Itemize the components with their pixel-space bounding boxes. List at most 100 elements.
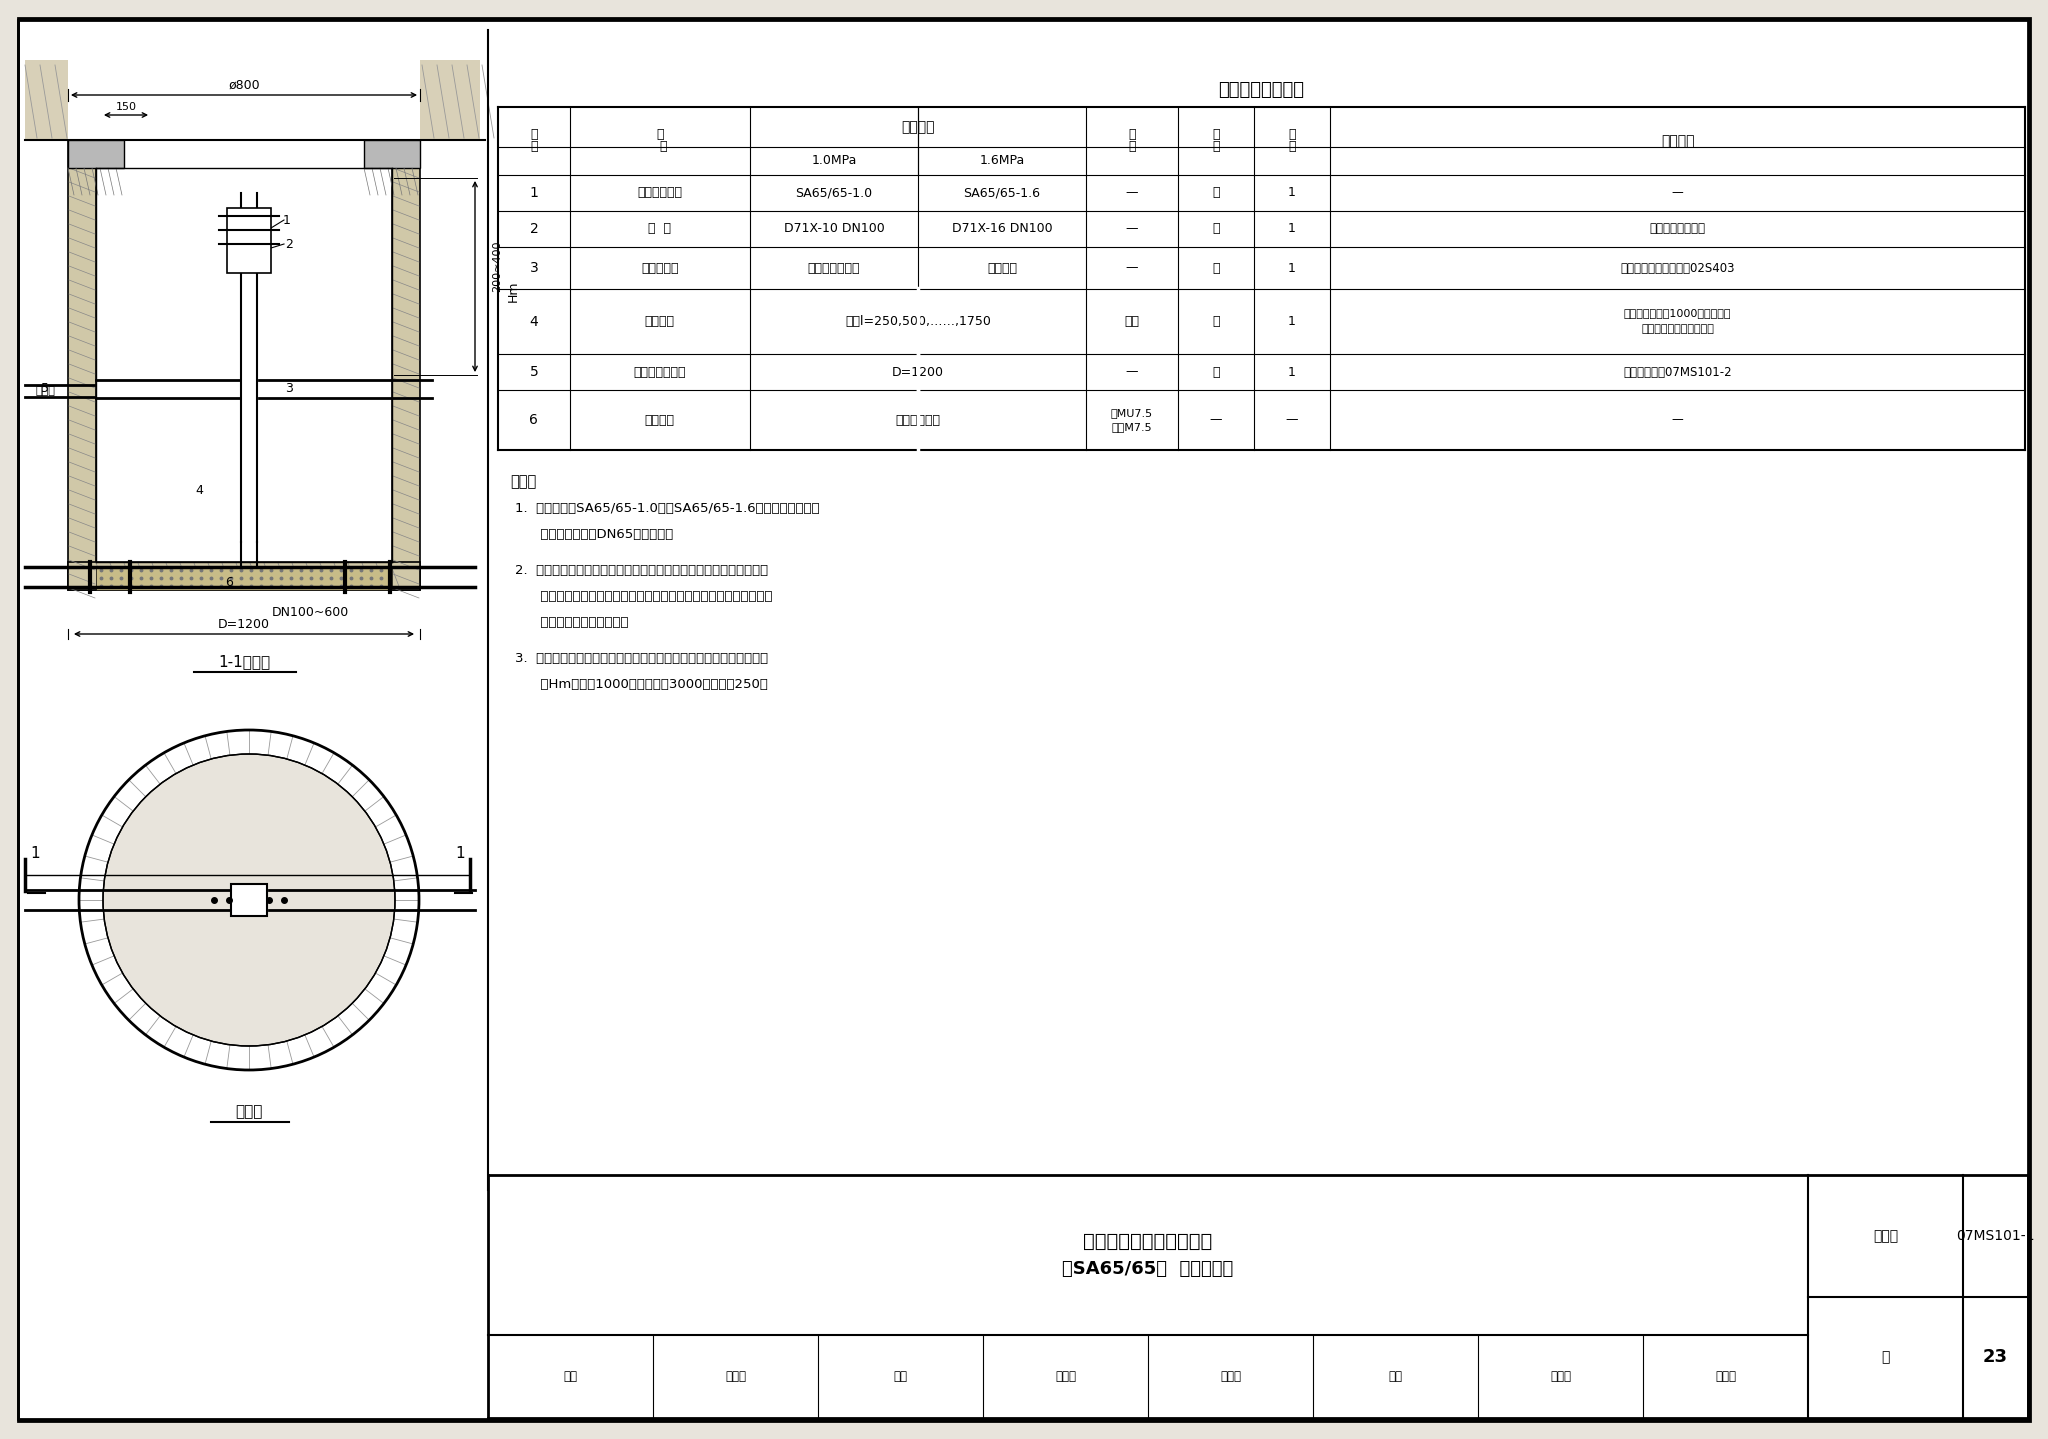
Text: 1: 1 bbox=[1288, 223, 1296, 236]
Text: D71X-10 DN100: D71X-10 DN100 bbox=[784, 223, 885, 236]
Bar bbox=[68, 563, 420, 590]
Text: ø800: ø800 bbox=[227, 79, 260, 92]
Text: 圆形立式闸阀井: 圆形立式闸阀井 bbox=[633, 366, 686, 378]
Text: 备　　注: 备 注 bbox=[1661, 134, 1694, 148]
Text: 铸铁或钙制三通: 铸铁或钙制三通 bbox=[807, 262, 860, 275]
Text: 度Hm可以从1000逐档加高到3000，每档为250。: 度Hm可以从1000逐档加高到3000，每档为250。 bbox=[514, 678, 768, 691]
Bar bbox=[96, 566, 391, 590]
Text: 管道覆土深度为1000时无此件，: 管道覆土深度为1000时无此件， bbox=[1624, 308, 1731, 318]
Text: 量: 量 bbox=[1288, 141, 1296, 154]
Text: —: — bbox=[1210, 413, 1223, 426]
Text: —: — bbox=[1126, 262, 1139, 275]
Text: 说明：: 说明： bbox=[510, 475, 537, 489]
Text: 钙制三通: 钙制三通 bbox=[987, 262, 1018, 275]
Text: 位: 位 bbox=[1212, 141, 1219, 154]
Text: 套: 套 bbox=[1212, 187, 1219, 200]
Text: SA65/65-1.6: SA65/65-1.6 bbox=[963, 187, 1040, 200]
Text: 5: 5 bbox=[41, 383, 49, 396]
Text: 1: 1 bbox=[31, 846, 39, 861]
Text: 个: 个 bbox=[1212, 262, 1219, 275]
Text: SA65/65-1.0: SA65/65-1.0 bbox=[795, 187, 872, 200]
Text: 2.  钙制三通内壁采用水泥砂浆防腐，或采用饮水容器内壁环氧涂料防: 2. 钙制三通内壁采用水泥砂浆防腐，或采用饮水容器内壁环氧涂料防 bbox=[514, 564, 768, 577]
Text: 1.  消火栓采用SA65/65-1.0型或SA65/65-1.6型地下式消火栓，: 1. 消火栓采用SA65/65-1.0型或SA65/65-1.6型地下式消火栓， bbox=[514, 502, 819, 515]
Text: 页: 页 bbox=[1882, 1350, 1890, 1364]
Text: —: — bbox=[1126, 187, 1139, 200]
Bar bbox=[231, 884, 266, 917]
Text: 料: 料 bbox=[1128, 141, 1135, 154]
Text: 图集号: 图集号 bbox=[1874, 1229, 1898, 1243]
Text: 砂浆M7.5: 砂浆M7.5 bbox=[1112, 422, 1153, 432]
Text: 砖MU7.5: 砖MU7.5 bbox=[1110, 409, 1153, 417]
Text: 4: 4 bbox=[195, 484, 203, 496]
Text: —: — bbox=[1126, 223, 1139, 236]
Text: 防腐做法由设计人确定。: 防腐做法由设计人确定。 bbox=[514, 616, 629, 629]
Text: 1: 1 bbox=[1288, 315, 1296, 328]
Bar bbox=[25, 60, 68, 140]
Text: 泄水口: 泄水口 bbox=[35, 386, 55, 396]
Text: 1: 1 bbox=[530, 186, 539, 200]
Text: （SA65/65型  干管安装）: （SA65/65型 干管安装） bbox=[1063, 1261, 1233, 1278]
Text: 平面图: 平面图 bbox=[236, 1105, 262, 1120]
Text: 腐；外壁涂氥青冷底子油两道，热氥青两道。其余管道和管件等的: 腐；外壁涂氥青冷底子油两道，热氥青两道。其余管道和管件等的 bbox=[514, 590, 772, 603]
Text: 单: 单 bbox=[1212, 128, 1219, 141]
Text: 校对: 校对 bbox=[893, 1370, 907, 1383]
Text: 200~400: 200~400 bbox=[492, 240, 502, 292]
Text: 审核: 审核 bbox=[563, 1370, 578, 1383]
Text: D=1200: D=1200 bbox=[217, 617, 270, 630]
Text: 室外地下式消火栓安装图: 室外地下式消火栓安装图 bbox=[1083, 1232, 1212, 1250]
Bar bbox=[391, 140, 420, 590]
Text: 详见国标图集07MS101-2: 详见国标图集07MS101-2 bbox=[1624, 366, 1733, 378]
Text: 个: 个 bbox=[1212, 223, 1219, 236]
Text: 刘小琳: 刘小琳 bbox=[1714, 1370, 1737, 1383]
Text: 刘小琳: 刘小琳 bbox=[1550, 1370, 1571, 1383]
Text: 称: 称 bbox=[651, 141, 668, 154]
Text: 长度l=250,500,……,1750: 长度l=250,500,……,1750 bbox=[846, 315, 991, 328]
Text: 150: 150 bbox=[115, 102, 137, 112]
Text: D=1200: D=1200 bbox=[893, 366, 944, 378]
Text: 23: 23 bbox=[1982, 1348, 2007, 1366]
Text: 07MS101-1: 07MS101-1 bbox=[1956, 1229, 2036, 1243]
Text: 1-1剑面图: 1-1剑面图 bbox=[217, 655, 270, 669]
Text: 名: 名 bbox=[655, 128, 664, 141]
Text: 号: 号 bbox=[530, 141, 539, 154]
Bar bbox=[365, 140, 420, 168]
Text: 设计: 设计 bbox=[1389, 1370, 1403, 1383]
Text: —: — bbox=[1671, 187, 1683, 200]
Text: 砖牀支墩: 砖牀支墩 bbox=[645, 413, 676, 426]
Circle shape bbox=[102, 754, 395, 1046]
Text: 消火栓三通: 消火栓三通 bbox=[641, 262, 678, 275]
Bar bbox=[68, 140, 125, 168]
Text: 与消火栓配套供应: 与消火栓配套供应 bbox=[1649, 223, 1706, 236]
Text: 由设计人确定: 由设计人确定 bbox=[895, 413, 940, 426]
Text: 6: 6 bbox=[530, 413, 539, 427]
Text: 地下式消火栓: 地下式消火栓 bbox=[637, 187, 682, 200]
Text: 1: 1 bbox=[1288, 187, 1296, 200]
Text: 4: 4 bbox=[530, 315, 539, 328]
Text: 铸铁: 铸铁 bbox=[1124, 315, 1139, 328]
Bar bbox=[68, 140, 96, 590]
Text: 3.  根据管道埋深的不同，可选用不同长度的法兰接管，使管道覆土深: 3. 根据管道埋深的不同，可选用不同长度的法兰接管，使管道覆土深 bbox=[514, 652, 768, 665]
Text: 1: 1 bbox=[1288, 366, 1296, 378]
Text: 主要设备及材料表: 主要设备及材料表 bbox=[1219, 81, 1305, 99]
Text: 法兰接管: 法兰接管 bbox=[645, 315, 676, 328]
Text: 材: 材 bbox=[1128, 128, 1135, 141]
Text: 蝶  阀: 蝶 阀 bbox=[649, 223, 672, 236]
Text: 1: 1 bbox=[455, 846, 465, 861]
Text: Hm: Hm bbox=[506, 281, 520, 302]
Text: 座: 座 bbox=[1212, 366, 1219, 378]
Text: DN100~600: DN100~600 bbox=[272, 606, 348, 619]
Text: —: — bbox=[1126, 366, 1139, 378]
Text: 韩振明: 韩振明 bbox=[1221, 1370, 1241, 1383]
Text: 数: 数 bbox=[1288, 128, 1296, 141]
Text: —: — bbox=[1671, 413, 1683, 426]
Text: 1.0MPa: 1.0MPa bbox=[811, 154, 856, 167]
Text: 2: 2 bbox=[530, 222, 539, 236]
Text: 接管长度由设计人员选定: 接管长度由设计人员选定 bbox=[1640, 325, 1714, 334]
Text: 5: 5 bbox=[530, 366, 539, 378]
Text: D71X-16 DN100: D71X-16 DN100 bbox=[952, 223, 1053, 236]
Text: 金学奇: 金学奇 bbox=[725, 1370, 745, 1383]
Text: 3: 3 bbox=[530, 260, 539, 275]
Text: 规　　格: 规 格 bbox=[901, 119, 934, 134]
Text: 1: 1 bbox=[1288, 262, 1296, 275]
Text: 韩振旺: 韩振旺 bbox=[1055, 1370, 1075, 1383]
